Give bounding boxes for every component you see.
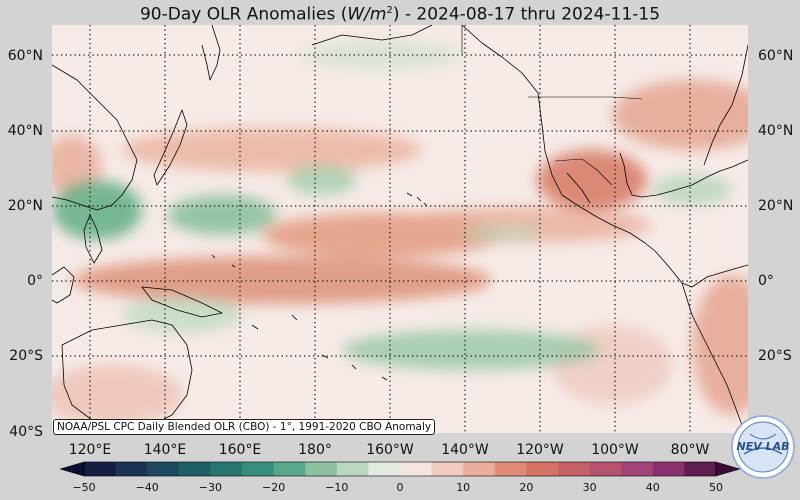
- colorbar-cell: [178, 462, 211, 476]
- lat-label-left-20n: 20°N: [7, 198, 43, 214]
- lat-label-right-20n: 20°N: [758, 198, 794, 214]
- colorbar-cell: [589, 462, 622, 476]
- lon-label-140w: 140°W: [441, 442, 489, 458]
- lat-label-left-40n: 40°N: [7, 123, 43, 139]
- lon-label-100w: 100°W: [591, 442, 639, 458]
- coastline-south-america: [681, 264, 748, 426]
- coastline-gulf-of-mexico: [619, 152, 748, 198]
- coastline-kamchatka: [201, 25, 221, 81]
- colorbar-tick-label: −30: [198, 481, 222, 494]
- lat-label-left-0: 0°: [27, 273, 43, 289]
- colorbar-cell: [494, 462, 527, 476]
- colorbar-cell: [242, 462, 275, 476]
- lon-label-140e: 140°E: [143, 442, 187, 458]
- coastlines: [52, 25, 748, 428]
- anomaly-field: [52, 41, 748, 425]
- data-source-credit: NOAA/PSL CPC Daily Blended OLR (CBO) - 1…: [53, 419, 436, 435]
- coastline-asia: [52, 64, 138, 211]
- colorbar-tick-label: −20: [261, 481, 286, 494]
- colorbar-tick-label: −10: [325, 481, 349, 494]
- graticule: [52, 25, 748, 433]
- map-title: 90-Day OLR Anomalies (W/m2) - 2024-08-17…: [139, 4, 661, 25]
- colorbar-cell: [84, 462, 117, 476]
- colorbar-tick-label: −40: [135, 481, 159, 494]
- positive-anomaly-pacific-north: [122, 128, 422, 172]
- lat-label-left-60n: 60°N: [7, 48, 43, 64]
- coastline-alaska: [311, 25, 433, 46]
- lon-label-120e: 120°E: [68, 442, 112, 458]
- colorbar-tick-label: 30: [582, 481, 597, 494]
- colorbar-cell: [210, 462, 243, 476]
- lon-label-160e: 160°E: [218, 442, 262, 458]
- coastline-north-america: [461, 25, 683, 284]
- coastline-florida-atlantic: [703, 44, 748, 166]
- colorbar-cell: [652, 462, 685, 476]
- coastline-australia: [61, 319, 193, 428]
- colorbar-cell: [558, 462, 591, 476]
- colorbar-cell: [684, 462, 717, 476]
- colorbar-tick-label: 20: [519, 481, 534, 494]
- negative-anomaly-maritime: [122, 297, 242, 333]
- lat-label-right-60n: 60°N: [758, 48, 794, 64]
- coastline-pacific-islands: [211, 254, 388, 381]
- colorbar-tick-label: 10: [456, 481, 471, 494]
- colorbar: [60, 461, 740, 477]
- positive-anomaly-west: [52, 135, 102, 195]
- coastline-borneo: [52, 266, 75, 304]
- lat-label-right-40n: 40°N: [758, 123, 794, 139]
- lon-label-120w: 120°W: [516, 442, 564, 458]
- colorbar-cell: [463, 462, 496, 476]
- lat-label-right-20s: 20°S: [758, 348, 792, 364]
- colorbar-cell: [431, 462, 464, 476]
- lon-label-80w: 80°W: [670, 442, 710, 458]
- negative-anomaly-spcz: [342, 330, 602, 370]
- colorbar-cell: [115, 462, 148, 476]
- coastline-gulf-of-california: [566, 172, 591, 204]
- positive-anomaly-east-pacific: [392, 207, 652, 243]
- colorbar-tick-label: 0: [396, 481, 404, 494]
- colorbar-outline: [83, 461, 717, 477]
- logo-text: NEV LAB: [737, 440, 790, 453]
- positive-anomaly-south-america: [692, 275, 748, 415]
- negative-anomaly-north-pacific: [302, 41, 462, 69]
- colorbar-cell: [526, 462, 559, 476]
- colorbar-cell: [368, 462, 401, 476]
- coastline-philippines: [83, 214, 103, 264]
- negative-anomaly-caribbean: [652, 175, 732, 205]
- colorbar-cell: [621, 462, 654, 476]
- coastline-japan: [153, 109, 188, 186]
- border-us-mexico: [554, 158, 613, 186]
- colorbar-cells: [84, 462, 717, 476]
- colorbar-cell: [336, 462, 369, 476]
- positive-anomaly-mexico: [537, 150, 647, 210]
- colorbar-tick-label: −50: [72, 481, 96, 494]
- colorbar-cell: [400, 462, 433, 476]
- colorbar-tick-label: 50: [709, 481, 723, 494]
- lat-label-left-20s: 20°S: [9, 348, 43, 364]
- lat-label-right-0: 0°: [758, 273, 774, 289]
- olr-anomaly-map: [52, 25, 748, 433]
- positive-anomaly-itcz-band: [72, 256, 492, 304]
- colorbar-cell: [273, 462, 306, 476]
- border-us-canada: [528, 96, 643, 100]
- nev-lab-logo: NEV LAB: [731, 415, 795, 479]
- positive-anomaly-north-america: [612, 80, 748, 150]
- lon-label-160w: 160°W: [366, 442, 414, 458]
- colorbar-min-arrow: [60, 461, 85, 477]
- positive-anomaly-australia: [52, 365, 182, 425]
- lon-label-180: 180°: [298, 442, 332, 458]
- colorbar-tick-label: 40: [645, 481, 660, 494]
- negative-anomaly-itcz-east: [462, 226, 542, 240]
- coastline-new-guinea: [141, 286, 223, 318]
- lat-label-left-40s: 40°S: [9, 424, 43, 440]
- negative-anomaly-central-north: [287, 165, 357, 195]
- colorbar-cell: [305, 462, 338, 476]
- political-borders: [461, 25, 643, 186]
- colorbar-cell: [147, 462, 180, 476]
- negative-anomaly-west-pacific: [167, 195, 277, 235]
